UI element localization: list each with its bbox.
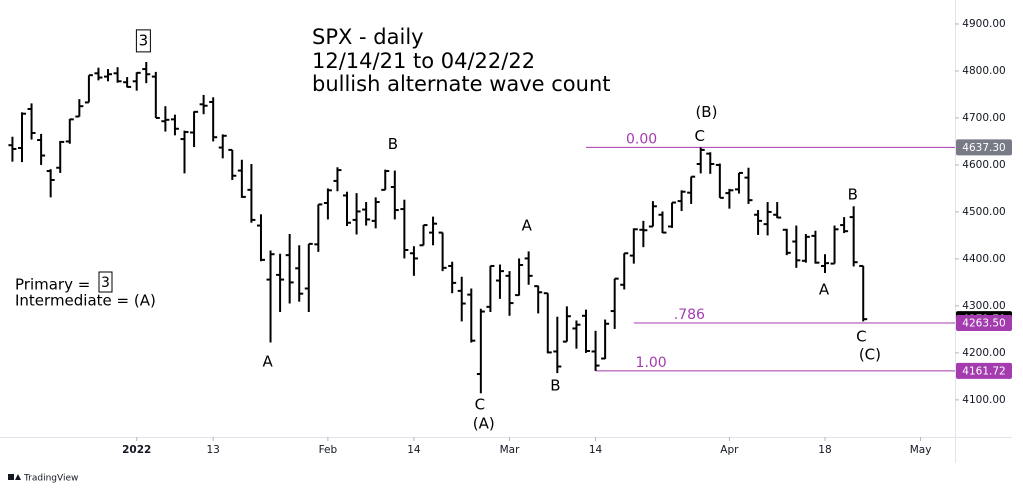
wave-label: B bbox=[388, 135, 398, 153]
legend-note: Intermediate = (A) bbox=[15, 292, 156, 310]
fib-label: 1.00 bbox=[636, 355, 667, 371]
y-tick-label: 4400.00 bbox=[962, 253, 1005, 265]
y-tick-label: 4500.00 bbox=[962, 206, 1005, 218]
x-tick-label: Feb bbox=[319, 444, 338, 456]
y-tick-label: 4100.00 bbox=[962, 394, 1005, 406]
x-tick-label: Apr bbox=[720, 444, 739, 456]
source-logo bbox=[8, 474, 21, 480]
y-tick-label: 4300.00 bbox=[962, 300, 1005, 312]
wave-label: A bbox=[522, 217, 533, 235]
fib-label: 0.00 bbox=[626, 131, 657, 147]
chart-title: SPX - daily bbox=[312, 25, 424, 49]
price-label: 4637.30 bbox=[962, 142, 1005, 154]
x-tick-label: May bbox=[910, 444, 932, 456]
y-tick-label: 4200.00 bbox=[962, 347, 1005, 359]
price-label-box bbox=[956, 362, 1012, 379]
wave-label: (C) bbox=[859, 345, 881, 363]
wave-label: C bbox=[856, 327, 866, 345]
chart-subtitle: bullish alternate wave count bbox=[312, 72, 611, 96]
price-label: 4161.72 bbox=[962, 365, 1005, 377]
wave-label: B bbox=[550, 376, 560, 394]
price-label-box bbox=[956, 315, 1012, 332]
y-tick-label: 4900.00 bbox=[962, 18, 1005, 30]
wave-label: A bbox=[263, 352, 274, 370]
source: TradingView bbox=[23, 474, 78, 484]
wave-label: 3 bbox=[139, 31, 149, 49]
legend-note: 3 bbox=[101, 275, 110, 291]
x-tick-label: 2022 bbox=[122, 444, 151, 456]
degree-box bbox=[135, 29, 151, 53]
x-tick-label: Mar bbox=[500, 444, 520, 456]
wave-label: C bbox=[475, 396, 485, 414]
wave-label: A bbox=[819, 280, 830, 298]
y-tick-label: 4700.00 bbox=[962, 112, 1005, 124]
x-tick-label: 14 bbox=[589, 444, 603, 456]
price-label-box bbox=[956, 139, 1012, 156]
y-tick-label: 4600.00 bbox=[962, 159, 1005, 171]
chart-subtitle: 12/14/21 to 04/22/22 bbox=[312, 49, 535, 73]
x-tick-label: 13 bbox=[206, 444, 219, 456]
wave-label: (A) bbox=[473, 414, 495, 432]
degree-box bbox=[98, 271, 113, 293]
fib-label: .786 bbox=[674, 307, 705, 323]
y-tick-label: 4800.00 bbox=[962, 65, 1005, 77]
wave-label: (B) bbox=[695, 103, 717, 121]
x-tick-label: 14 bbox=[407, 444, 421, 456]
wave-label: C bbox=[695, 127, 705, 145]
wave-label: B bbox=[848, 186, 858, 204]
price-label: 4263.50 bbox=[962, 318, 1005, 330]
legend-note: Primary = bbox=[15, 276, 90, 294]
x-tick-label: 18 bbox=[818, 444, 831, 456]
